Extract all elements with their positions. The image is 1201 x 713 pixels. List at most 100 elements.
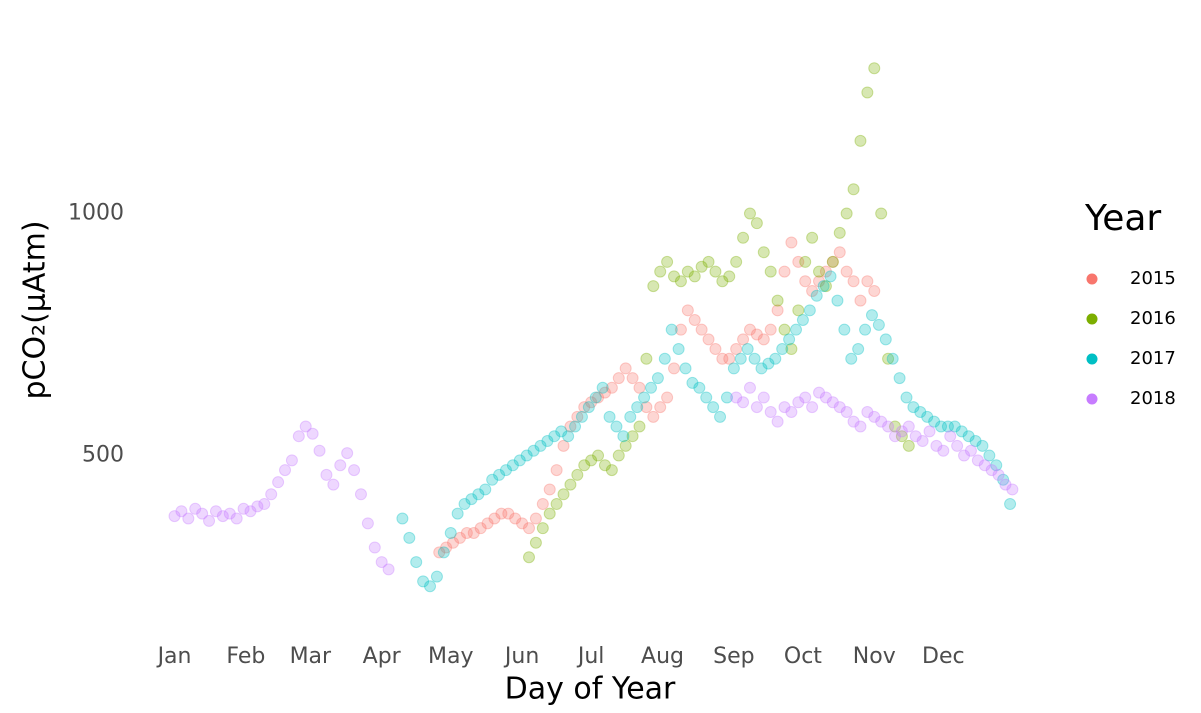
point bbox=[882, 352, 895, 365]
point bbox=[783, 333, 796, 346]
point bbox=[757, 391, 770, 404]
point bbox=[306, 427, 319, 440]
point bbox=[709, 343, 722, 356]
point bbox=[948, 420, 961, 433]
point bbox=[750, 217, 763, 230]
point bbox=[529, 536, 542, 549]
point bbox=[792, 255, 805, 268]
point bbox=[571, 410, 584, 423]
point bbox=[757, 333, 770, 346]
point bbox=[686, 376, 699, 389]
point bbox=[550, 497, 563, 510]
point bbox=[474, 522, 487, 535]
point bbox=[730, 391, 743, 404]
point bbox=[605, 464, 618, 477]
point bbox=[854, 294, 867, 307]
point bbox=[785, 236, 798, 249]
point bbox=[633, 420, 646, 433]
point bbox=[847, 415, 860, 428]
point bbox=[785, 343, 798, 356]
point bbox=[403, 531, 416, 544]
point bbox=[603, 410, 616, 423]
point bbox=[582, 401, 595, 414]
x-tick-label: Sep bbox=[713, 644, 754, 669]
point bbox=[723, 352, 736, 365]
legend-key bbox=[1086, 313, 1098, 325]
point bbox=[978, 459, 991, 472]
point bbox=[681, 265, 694, 278]
point bbox=[840, 207, 853, 220]
point bbox=[223, 507, 236, 520]
point bbox=[868, 284, 881, 297]
point bbox=[854, 420, 867, 433]
point bbox=[638, 391, 651, 404]
legend-label: 2017 bbox=[1130, 348, 1176, 369]
point bbox=[764, 405, 777, 418]
point bbox=[778, 323, 791, 336]
point bbox=[937, 444, 950, 457]
point bbox=[799, 275, 812, 288]
point bbox=[838, 323, 851, 336]
point bbox=[585, 396, 598, 409]
point bbox=[440, 541, 453, 554]
point bbox=[631, 401, 644, 414]
x-tick-label: Mar bbox=[290, 644, 332, 669]
point bbox=[382, 563, 395, 576]
point bbox=[209, 505, 222, 518]
point bbox=[951, 439, 964, 452]
point bbox=[557, 488, 570, 501]
point bbox=[810, 289, 823, 302]
point bbox=[536, 522, 549, 535]
point bbox=[619, 362, 632, 375]
point bbox=[626, 430, 639, 443]
legend-key bbox=[1086, 273, 1098, 285]
point bbox=[640, 352, 653, 365]
point bbox=[941, 420, 954, 433]
point bbox=[764, 265, 777, 278]
point bbox=[840, 265, 853, 278]
point bbox=[578, 459, 591, 472]
point bbox=[720, 391, 733, 404]
point bbox=[695, 260, 708, 273]
point bbox=[826, 396, 839, 409]
point bbox=[569, 420, 582, 433]
point bbox=[985, 464, 998, 477]
point bbox=[935, 420, 948, 433]
point bbox=[865, 309, 878, 322]
point bbox=[589, 391, 602, 404]
point bbox=[826, 255, 839, 268]
point bbox=[806, 284, 819, 297]
point bbox=[534, 439, 547, 452]
point bbox=[396, 512, 409, 525]
point bbox=[668, 270, 681, 283]
point bbox=[647, 280, 660, 293]
point bbox=[285, 454, 298, 467]
point bbox=[819, 265, 832, 278]
point bbox=[375, 556, 388, 569]
point bbox=[230, 512, 243, 525]
legend-title: Year bbox=[1084, 198, 1161, 239]
point bbox=[737, 333, 750, 346]
point bbox=[971, 454, 984, 467]
point bbox=[707, 401, 720, 414]
point bbox=[771, 415, 784, 428]
point bbox=[723, 270, 736, 283]
legend: 2015 2016 2017 2018 bbox=[1086, 268, 1176, 409]
point bbox=[976, 439, 989, 452]
point bbox=[509, 512, 522, 525]
point bbox=[348, 464, 361, 477]
point bbox=[265, 488, 278, 501]
point bbox=[730, 343, 743, 356]
point bbox=[437, 546, 450, 559]
legend-key bbox=[1086, 393, 1098, 405]
point bbox=[279, 464, 292, 477]
point bbox=[902, 420, 915, 433]
point bbox=[762, 357, 775, 370]
point bbox=[737, 396, 750, 409]
point bbox=[716, 275, 729, 288]
point bbox=[272, 476, 285, 489]
point bbox=[916, 435, 929, 448]
point bbox=[548, 430, 561, 443]
point bbox=[523, 522, 536, 535]
legend-label: 2016 bbox=[1130, 308, 1176, 329]
